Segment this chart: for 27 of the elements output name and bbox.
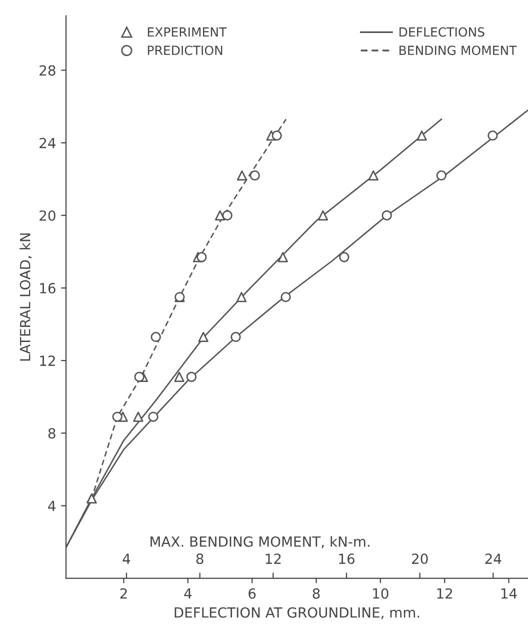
x-axis-title: DEFLECTION AT GROUNDLINE, mm.	[174, 607, 420, 620]
x2-tick-label: 8	[196, 554, 204, 564]
y-tick-label: 28	[40, 65, 56, 76]
x-tick-label: 14	[501, 588, 517, 599]
x2-tick-label: 20	[412, 554, 428, 564]
x2-tick-label: 16	[339, 554, 354, 564]
y-tick-label: 8	[48, 428, 56, 439]
x2-tick-label: 12	[266, 554, 281, 564]
x-tick-label: 10	[373, 588, 388, 599]
y-tick-label: 16	[40, 282, 56, 294]
x-tick-label: 12	[437, 588, 452, 599]
y-axis-title: LATERAL LOAD, kN	[20, 233, 32, 361]
x2-tick-label: 24	[485, 554, 502, 564]
x-tick-label: 4	[184, 588, 192, 599]
x-tick-label: 8	[312, 588, 320, 599]
y-tick-label: 4	[48, 500, 56, 511]
legend-label: DEFLECTIONS	[400, 27, 484, 37]
y-tick-label: 12	[40, 356, 55, 366]
x2-axis-title: MAX. BENDING MOMENT, kN-m.	[150, 536, 370, 548]
legend-label: PREDICTION	[148, 46, 222, 56]
x-tick-label: 2	[120, 588, 127, 599]
y-tick-label: 20	[40, 210, 56, 221]
x-tick-label: 6	[248, 588, 256, 599]
legend-label: BENDING MOMENT	[400, 46, 517, 56]
y-tick-label: 24	[40, 138, 56, 148]
legend-label: EXPERIMENT	[148, 27, 227, 37]
x2-tick-label: 4	[122, 554, 130, 564]
